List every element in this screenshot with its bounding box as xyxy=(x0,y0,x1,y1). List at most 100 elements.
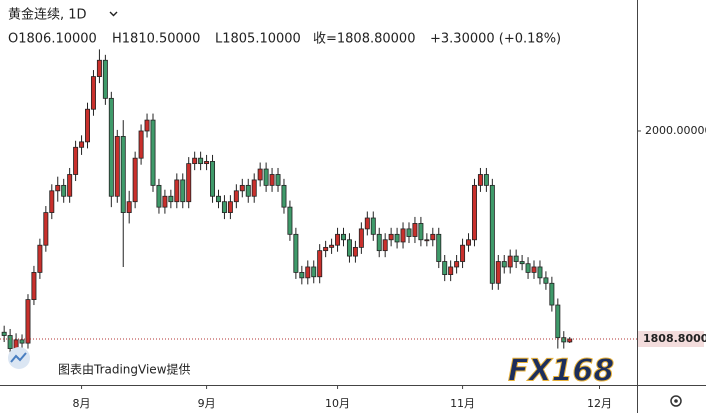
candle-body xyxy=(412,223,418,237)
candle-body xyxy=(251,179,257,197)
candle-body xyxy=(275,174,281,186)
candle-body xyxy=(281,184,287,208)
candle-body xyxy=(507,255,513,268)
candle-body xyxy=(90,76,96,110)
candle-body xyxy=(471,184,477,241)
x-tick-label: 11月 xyxy=(450,397,475,410)
candle-body xyxy=(364,217,370,230)
candle-body xyxy=(567,338,573,343)
settings-gear[interactable] xyxy=(670,395,682,407)
candle-body xyxy=(477,174,483,186)
candle-body xyxy=(150,119,156,186)
candle-body xyxy=(299,272,305,279)
candle-body xyxy=(174,179,180,203)
candle-body xyxy=(257,168,263,181)
candle-body xyxy=(543,277,549,284)
candle-body xyxy=(555,304,561,339)
candle-body xyxy=(525,263,531,273)
candle-body xyxy=(61,184,67,197)
candle-body xyxy=(495,261,501,284)
candle-body xyxy=(561,337,567,343)
candle-body xyxy=(352,246,358,257)
candle-body xyxy=(400,228,406,243)
x-tick-label: 10月 xyxy=(325,397,350,410)
candle-body xyxy=(43,212,49,246)
candle-body xyxy=(55,184,61,192)
watermark: 图表由TradingView提供 xyxy=(58,362,191,377)
candle-body xyxy=(305,266,311,279)
candle-body xyxy=(460,244,466,262)
candle-body xyxy=(239,184,245,192)
candle-body xyxy=(394,233,400,243)
candle-body xyxy=(489,184,495,284)
candle-body xyxy=(436,233,442,262)
ohlc-legend: O1806.10000 H1810.50000 L1805.10000 收=1808.… xyxy=(8,32,561,47)
candle-body xyxy=(73,146,79,175)
candle-body xyxy=(221,201,227,213)
candle-body xyxy=(114,136,120,197)
legend-item: 收=1808.80000 xyxy=(313,32,415,47)
candle-body xyxy=(1,331,7,336)
candle-body xyxy=(162,195,168,208)
last-price-box xyxy=(638,330,704,347)
last-price-label: 1808.80000 xyxy=(643,332,706,345)
candle-body xyxy=(233,190,239,203)
candle-body xyxy=(501,261,507,268)
candle-body xyxy=(138,130,144,159)
candle-body xyxy=(454,261,460,268)
candle-body xyxy=(37,244,43,273)
legend-item: L1805.10000 xyxy=(215,32,301,47)
candle-body xyxy=(531,266,537,273)
candle-body xyxy=(210,161,216,197)
candle-body xyxy=(346,239,352,257)
candle-body xyxy=(519,261,525,265)
x-tick-label: 12月 xyxy=(587,397,612,410)
candle-body xyxy=(156,184,162,208)
candle-body xyxy=(466,239,472,246)
candle-body xyxy=(204,161,210,165)
candle-body xyxy=(323,246,329,252)
candle-body xyxy=(335,233,341,246)
candle-body xyxy=(186,163,192,203)
candle-body xyxy=(132,157,138,203)
candle-body xyxy=(85,108,90,143)
candle-body xyxy=(370,217,376,235)
interval-dropdown[interactable] xyxy=(109,11,118,17)
candle-body xyxy=(120,136,126,213)
candle-body xyxy=(513,255,519,262)
candle-body xyxy=(144,119,150,132)
candle-body xyxy=(108,97,114,197)
candle-body xyxy=(430,233,436,241)
candle-body xyxy=(317,250,323,278)
legend-item: H1810.50000 xyxy=(112,32,200,47)
x-tick-label: 8月 xyxy=(73,397,91,410)
chart-title: 黄金连续, 1D xyxy=(8,7,87,23)
candle-body xyxy=(483,174,489,186)
tv-logo-mark xyxy=(10,352,27,363)
candle-body xyxy=(216,195,221,203)
candle-body xyxy=(376,233,382,252)
candle-body xyxy=(293,233,299,273)
candle-body xyxy=(382,239,388,252)
plot xyxy=(0,49,641,389)
candle-body xyxy=(358,228,364,248)
candle-body xyxy=(198,157,204,165)
candle-body xyxy=(227,201,233,213)
candle-body xyxy=(549,282,555,306)
candle-body xyxy=(418,223,424,241)
candle-body xyxy=(126,201,132,213)
candle-body xyxy=(442,261,448,275)
candle-body xyxy=(192,157,198,165)
candle-body xyxy=(537,266,543,279)
candle-body xyxy=(25,299,31,344)
candle-body xyxy=(269,174,275,186)
legend-item: +3.30000 (+0.18%) xyxy=(430,32,561,47)
candle-body xyxy=(448,266,454,275)
candle-body xyxy=(311,266,317,278)
candle-body xyxy=(388,233,394,241)
x-tick-label: 9月 xyxy=(198,397,216,410)
candle-body xyxy=(49,190,55,213)
candle-body xyxy=(263,168,269,186)
